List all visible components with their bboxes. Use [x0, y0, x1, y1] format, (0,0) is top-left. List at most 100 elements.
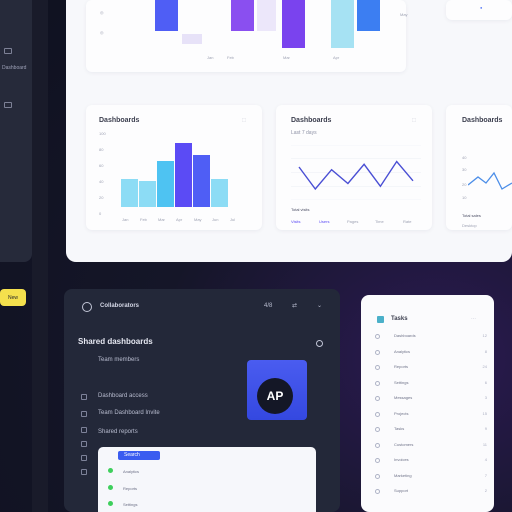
task-radio-icon[interactable]	[375, 334, 380, 339]
team-count: 4/8	[264, 303, 273, 309]
task-item[interactable]: Analytics 8	[375, 349, 487, 357]
search-popup: Search Analytics Reports Settings	[98, 447, 316, 512]
task-value: 2	[484, 488, 487, 493]
status-icon[interactable]	[316, 340, 323, 347]
task-label: Tasks	[394, 426, 405, 431]
task-radio-icon[interactable]	[375, 411, 380, 417]
info-icon[interactable]: ●	[480, 5, 483, 10]
bar-x-tick: Jun	[212, 217, 219, 222]
task-item[interactable]: Projects 15	[375, 411, 487, 419]
task-radio-icon[interactable]	[375, 396, 380, 401]
task-item[interactable]: Messages 3	[375, 395, 487, 403]
bar-x-tick: Apr	[176, 217, 183, 222]
more-icon[interactable]: ⌄	[317, 303, 323, 309]
member-checkbox[interactable]	[81, 455, 87, 461]
task-radio-icon[interactable]	[375, 380, 380, 386]
avatar: AP	[257, 378, 293, 414]
top-x-label: Apr	[333, 55, 340, 60]
member-checkbox[interactable]	[81, 427, 87, 433]
task-radio-icon[interactable]	[375, 473, 380, 479]
legend-item: Pages	[347, 219, 359, 224]
tasks-panel: Tasks ⋯ Dashboards 12 Analytics 8 Reports 24 S…	[361, 295, 494, 512]
bar-y-tick: 100	[99, 131, 106, 136]
task-item[interactable]: Invoices 4	[375, 457, 487, 465]
task-item[interactable]: Support 2	[375, 488, 487, 496]
task-value: 9	[484, 426, 487, 431]
member-checkbox[interactable]	[81, 394, 87, 400]
task-radio-icon[interactable]	[375, 442, 380, 448]
task-item[interactable]: Marketing 7	[375, 473, 487, 481]
sidebar-menu-icon[interactable]	[4, 48, 12, 54]
top-bar-3	[231, 0, 254, 31]
task-radio-icon[interactable]	[375, 489, 380, 494]
task-value: 7	[484, 472, 487, 478]
top-right-card: ●	[446, 0, 512, 20]
bar-y-tick: 60	[99, 163, 104, 168]
new-badge[interactable]: New	[0, 289, 26, 306]
task-label: Support	[394, 488, 409, 493]
task-label: Settings	[394, 379, 409, 385]
status-dot	[108, 485, 113, 490]
main-dashboard: ◎ ◎ Jan Feb Mar Apr May ● Dashboards ⬚ 1…	[66, 0, 512, 262]
task-radio-icon[interactable]	[375, 458, 380, 463]
member-checkbox[interactable]	[81, 469, 87, 475]
top-bar-4	[257, 0, 276, 31]
legend-item: Rate	[403, 219, 412, 224]
bar	[120, 179, 138, 207]
line-card-title: Dashboards	[291, 117, 332, 124]
bar	[192, 155, 210, 207]
top-x-label: Mar	[283, 55, 290, 60]
bar-x-tick: May	[194, 217, 202, 222]
popup-row[interactable]: Analytics	[123, 469, 140, 474]
member-checkbox[interactable]	[81, 441, 87, 447]
bar-card-title: Dashboards	[99, 117, 140, 124]
task-value: 3	[484, 395, 487, 400]
bar	[174, 143, 192, 207]
task-label: Analytics	[394, 348, 411, 354]
tasks-more-icon[interactable]: ⋯	[471, 316, 476, 322]
partial-y-tick: 10	[462, 195, 467, 200]
avatar-card[interactable]: AP	[247, 360, 307, 420]
member-checkbox[interactable]	[81, 411, 87, 417]
task-label: Reports	[394, 364, 409, 369]
task-label: Invoices	[394, 457, 409, 462]
task-value: 6	[484, 379, 487, 385]
task-value: 15	[482, 410, 487, 416]
task-item[interactable]: Reports 24	[375, 364, 487, 372]
task-radio-icon[interactable]	[375, 349, 380, 355]
member-item: Team Dashboard Invite	[98, 410, 160, 416]
task-radio-icon[interactable]	[375, 427, 380, 432]
search-input[interactable]: Search	[118, 451, 160, 460]
expand-icon[interactable]: ⬚	[242, 117, 246, 122]
bar-x-tick: Jul	[230, 217, 236, 222]
sidebar-settings-icon[interactable]	[4, 102, 12, 108]
expand-icon[interactable]: ⬚	[412, 117, 416, 122]
bar-chart-card: Dashboards ⬚ 100 80 60 40 20 0 Jan Feb Mar Apr Ma…	[86, 105, 262, 230]
tasks-checkbox-icon[interactable]	[377, 316, 384, 323]
member-item: Shared reports	[98, 429, 138, 435]
share-icon[interactable]: ⇄	[292, 303, 298, 309]
popup-row[interactable]: Settings	[123, 502, 138, 507]
task-value: 12	[482, 333, 487, 338]
team-logo-icon	[82, 302, 92, 312]
task-item[interactable]: Settings 6	[375, 380, 487, 388]
bar-plot-area	[120, 127, 246, 207]
bar	[138, 181, 156, 207]
top-chart-card: ◎ ◎ Jan Feb Mar Apr May	[86, 0, 408, 72]
task-label: Marketing	[394, 472, 412, 478]
partial-footer: Total sales	[462, 213, 481, 218]
team-subtitle: Team members	[98, 357, 140, 363]
task-radio-icon[interactable]	[375, 365, 380, 370]
top-x-label: May	[400, 12, 408, 17]
task-item[interactable]: Tasks 9	[375, 426, 487, 434]
popup-row[interactable]: Reports	[123, 486, 138, 491]
status-dot	[108, 501, 113, 506]
bar-y-tick: 80	[99, 147, 104, 152]
task-value: 11	[482, 441, 487, 447]
task-item[interactable]: Dashboards 12	[375, 333, 487, 341]
partial-chart-card: Dashboards 40 30 20 10 Total sales Deskt…	[446, 105, 512, 230]
task-label: Dashboards	[394, 333, 416, 338]
task-item[interactable]: Customers 11	[375, 442, 487, 450]
sidebar-item-dashboard[interactable]: Dashboard	[2, 65, 27, 71]
bar-y-tick: 20	[99, 195, 104, 200]
